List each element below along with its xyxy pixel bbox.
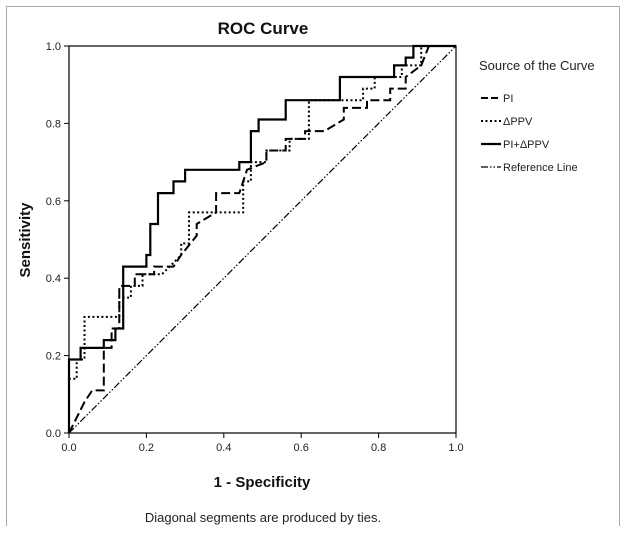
legend-label-1: ΔPPV bbox=[503, 116, 533, 128]
plot-area bbox=[68, 45, 457, 434]
chart-frame bbox=[6, 6, 620, 526]
y-tick-label-0: 0.0 bbox=[46, 428, 61, 440]
x-tick-label-1: 0.2 bbox=[139, 442, 154, 454]
legend-label-2: PI+ΔPPV bbox=[503, 139, 550, 151]
chart-frame-right-edge bbox=[619, 6, 620, 526]
y-tick-label-1: 0.2 bbox=[46, 351, 61, 363]
series-group bbox=[67, 44, 457, 434]
y-tick-label-2: 0.4 bbox=[46, 273, 61, 285]
series-line-pi bbox=[68, 45, 456, 434]
legend: Source of the Curve PI ΔPPV PI+ΔPPV Referen… bbox=[479, 58, 595, 174]
chart-title: ROC Curve bbox=[218, 19, 309, 38]
y-tick-label-5: 1.0 bbox=[46, 41, 61, 53]
x-tick-label-2: 0.4 bbox=[216, 442, 231, 454]
x-tick-label-5: 1.0 bbox=[448, 442, 463, 454]
legend-label-3: Reference Line bbox=[503, 162, 578, 174]
y-tick-label-3: 0.6 bbox=[46, 196, 61, 208]
x-axis-ticks: 0.0 0.2 0.4 0.6 0.8 1.0 bbox=[61, 433, 464, 454]
legend-title: Source of the Curve bbox=[479, 58, 595, 73]
x-axis-label: 1 - Specificity bbox=[214, 474, 311, 491]
series-line-ppv bbox=[68, 45, 456, 433]
x-tick-label-3: 0.6 bbox=[294, 442, 309, 454]
y-axis-label: Sensitivity bbox=[17, 202, 34, 278]
y-tick-label-4: 0.8 bbox=[46, 118, 61, 130]
x-tick-label-0: 0.0 bbox=[61, 442, 76, 454]
series-line-pi-ppv bbox=[67, 44, 456, 433]
legend-label-0: PI bbox=[503, 93, 513, 105]
y-axis-ticks: 0.0 0.2 0.4 0.6 0.8 1.0 bbox=[46, 41, 69, 440]
x-tick-label-4: 0.8 bbox=[371, 442, 386, 454]
series-line-reference-line bbox=[68, 45, 457, 434]
footnote: Diagonal segments are produced by ties. bbox=[145, 510, 381, 525]
